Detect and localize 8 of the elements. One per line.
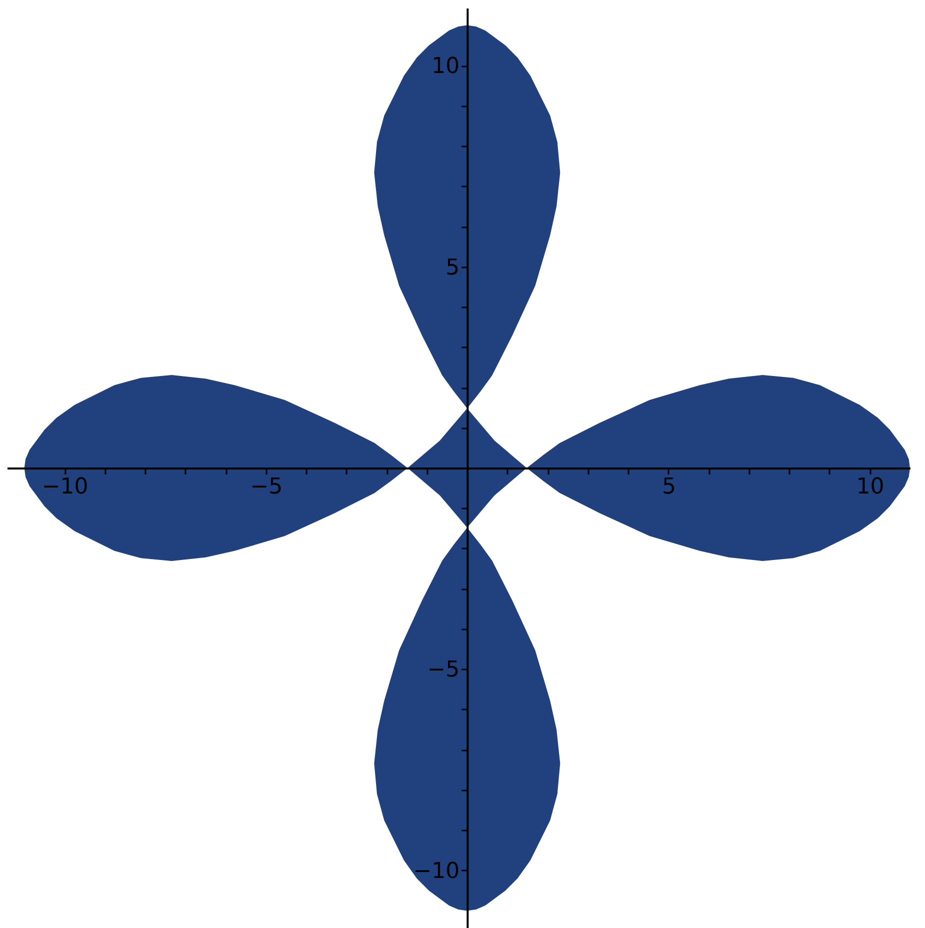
x-tick-label: −5 bbox=[250, 474, 283, 500]
x-tick-label: 10 bbox=[856, 474, 884, 500]
x-tick-label: 5 bbox=[662, 474, 676, 500]
x-tick-label: −10 bbox=[42, 474, 88, 500]
y-tick-label: 10 bbox=[432, 54, 460, 80]
y-tick-label: −10 bbox=[413, 858, 460, 884]
y-tick-label: −5 bbox=[427, 658, 460, 683]
y-tick-label: 5 bbox=[446, 255, 460, 280]
